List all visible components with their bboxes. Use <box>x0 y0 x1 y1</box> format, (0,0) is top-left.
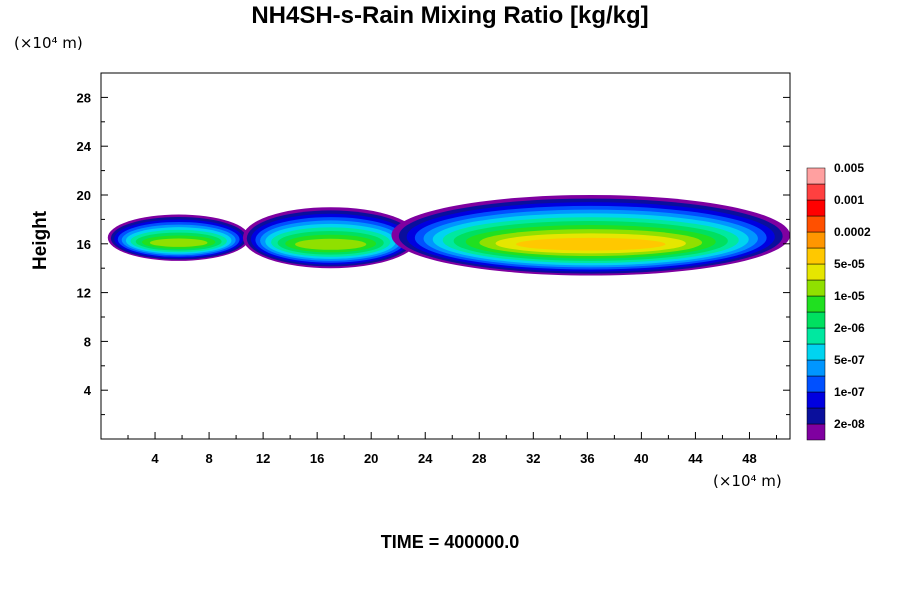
colorbar-swatch <box>806 247 826 265</box>
x-tick-label: 28 <box>472 451 486 466</box>
colorbar-label: 5e-05 <box>834 257 865 271</box>
colorbar-label: 0.005 <box>834 161 864 175</box>
colorbar-swatch <box>806 359 826 377</box>
colorbar-swatch <box>806 327 826 345</box>
time-label: TIME = 400000.0 <box>380 532 520 552</box>
cloud-1-level-9 <box>295 238 367 250</box>
y-tick-label: 4 <box>84 383 92 398</box>
colorbar-swatch <box>806 231 826 249</box>
colorbar-label: 5e-07 <box>834 353 865 367</box>
y-tick-label: 16 <box>77 237 91 252</box>
colorbar-swatch <box>806 391 826 409</box>
y-tick-label: 8 <box>84 334 91 349</box>
colorbar-swatch <box>806 311 826 329</box>
colorbar-swatch <box>806 295 826 313</box>
x-tick-label: 12 <box>256 451 270 466</box>
colorbar-swatch <box>806 183 826 201</box>
colorbar-swatch <box>806 423 826 441</box>
y-tick-label: 24 <box>77 139 92 154</box>
colorbar-swatch <box>806 279 826 297</box>
x-tick-label: 48 <box>742 451 756 466</box>
colorbar-label: 2e-08 <box>834 417 865 431</box>
mixing-ratio-field <box>107 194 790 276</box>
chart-title: NH4SH-s-Rain Mixing Ratio [kg/kg] <box>251 2 649 29</box>
x-tick-label: 32 <box>526 451 540 466</box>
colorbar: 2e-08 1e-07 5e-07 2e-06 1e-05 5e-05 0.0002 0.00… <box>806 161 871 441</box>
y-tick-label: 28 <box>77 90 91 105</box>
colorbar-swatch <box>806 263 826 281</box>
x-tick-label: 8 <box>205 451 212 466</box>
colorbar-label: 0.0002 <box>834 225 871 239</box>
x-tick-label: 20 <box>364 451 378 466</box>
plot-frame <box>100 72 791 440</box>
y-tick-label: 12 <box>77 286 91 301</box>
cloud-0-level-9 <box>149 238 208 247</box>
colorbar-label: 0.001 <box>834 193 864 207</box>
x-axis-unit: (×10⁴ m) <box>713 472 782 490</box>
colorbar-label: 1e-05 <box>834 289 865 303</box>
x-tick-label: 40 <box>634 451 648 466</box>
colorbar-swatch <box>806 215 826 233</box>
x-tick-label: 4 <box>151 451 159 466</box>
y-axis-unit: (×10⁴ m) <box>14 34 83 52</box>
cloud-2-level-11 <box>516 237 666 251</box>
y-tick-label: 20 <box>77 188 91 203</box>
x-tick-label: 44 <box>688 451 703 466</box>
y-axis: 4 8 12 16 20 24 28 <box>77 90 790 416</box>
colorbar-swatch <box>806 199 826 217</box>
colorbar-label: 2e-06 <box>834 321 865 335</box>
colorbar-swatch <box>806 343 826 361</box>
x-tick-label: 16 <box>310 451 324 466</box>
colorbar-swatch <box>806 407 826 425</box>
x-axis: 4 8 12 16 20 24 28 32 36 40 44 48 <box>127 432 777 466</box>
colorbar-swatch <box>806 375 826 393</box>
colorbar-label: 1e-07 <box>834 385 865 399</box>
x-tick-label: 36 <box>580 451 594 466</box>
colorbar-swatch <box>806 167 826 185</box>
x-tick-label: 24 <box>418 451 433 466</box>
